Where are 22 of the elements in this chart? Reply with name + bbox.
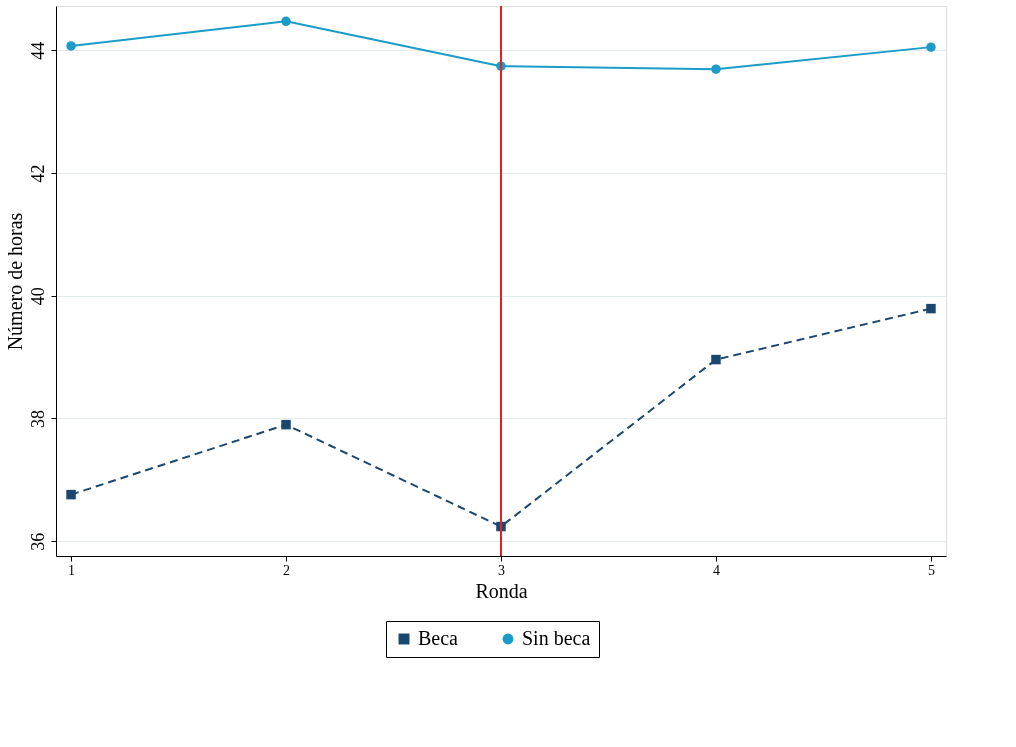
y-tick-label: 40: [27, 287, 48, 306]
x-tick-label: 1: [68, 562, 76, 578]
x-tick-label: 2: [283, 562, 291, 578]
y-tick-label: 38: [27, 410, 48, 428]
x-tick-label: 4: [712, 562, 720, 578]
point: [926, 303, 936, 314]
point: [66, 41, 76, 51]
point: [711, 64, 721, 74]
point: [711, 354, 721, 365]
legend-label: Sin beca: [522, 627, 591, 649]
point: [926, 42, 936, 52]
legend-label: Beca: [418, 627, 459, 649]
x-axis-title: Ronda: [475, 579, 528, 602]
y-tick-label: 42: [27, 164, 48, 183]
x-tick-label: 3: [498, 562, 505, 578]
y-tick-label: 44: [27, 41, 48, 60]
point: [281, 16, 291, 27]
point: [281, 419, 291, 430]
x-tick-label: 5: [927, 562, 935, 578]
y-axis-title: Número de horas: [3, 212, 26, 351]
y-tick-label: 36: [27, 532, 48, 551]
point: [66, 489, 76, 500]
